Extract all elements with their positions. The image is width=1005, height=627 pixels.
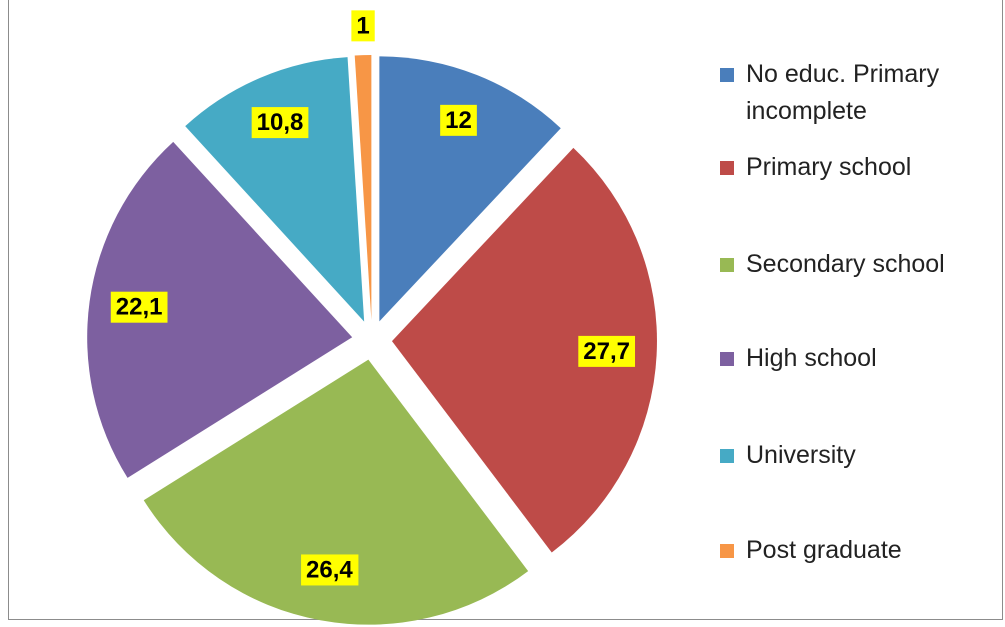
legend-entry: University [720,437,990,474]
pie-slice [143,359,529,625]
legend-entry: Secondary school [720,246,990,283]
data-label: 22,1 [116,294,163,321]
legend-label: Secondary school [746,250,945,278]
legend-label: No educ. Primary incomplete [746,60,940,125]
legend-label: Primary school [746,153,912,181]
data-label-group: 10,8 [251,107,309,139]
legend-swatch [720,258,734,272]
pie-slice [354,55,372,321]
pie-slice [379,56,561,322]
data-label-box [110,291,168,323]
legend-entry: No educ. Primary incomplete [720,56,990,130]
data-label-group: 12 [440,104,477,136]
legend-swatch [720,449,734,463]
data-label-box [440,104,477,136]
legend-entry: Primary school [720,149,990,186]
data-label: 12 [445,107,472,134]
legend-label: High school [746,344,877,372]
legend-swatch [720,544,734,558]
data-label-group: 27,7 [578,335,636,367]
data-label-box [301,554,359,586]
data-label: 26,4 [306,556,353,583]
data-label-group: 26,4 [301,554,359,586]
pie-slice [185,57,365,322]
data-label-box [351,10,375,42]
pie-slice [391,147,657,553]
data-label: 27,7 [583,338,630,365]
legend-label: University [746,441,856,469]
legend-label: Post graduate [746,536,902,564]
data-label: 1 [356,12,369,39]
legend-swatch [720,68,734,82]
pie-slice [87,141,353,478]
data-label-box [251,107,309,139]
legend-swatch [720,352,734,366]
data-label: 10,8 [257,109,304,136]
data-label-group: 1 [351,10,375,42]
data-label-group: 22,1 [110,291,168,323]
legend-entry: Post graduate [720,532,990,569]
legend-swatch [720,161,734,175]
data-label-box [578,335,636,367]
chart-frame [8,0,1003,620]
legend-entry: High school [720,340,990,377]
